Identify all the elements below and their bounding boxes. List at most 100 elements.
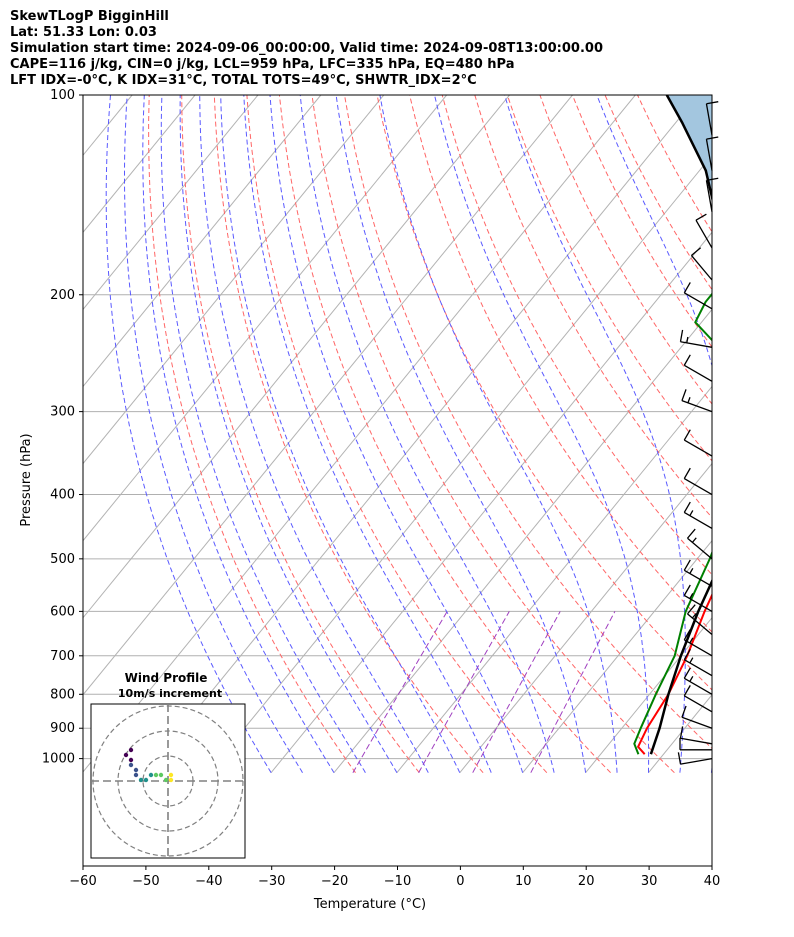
barb-flag <box>681 705 687 718</box>
barb-staff <box>683 477 713 496</box>
wind-barbs <box>677 101 719 765</box>
y-tick-label: 300 <box>50 405 75 420</box>
y-tick-label: 700 <box>50 649 75 664</box>
barb-staff <box>683 677 713 695</box>
moist-adiabat-line <box>199 95 429 773</box>
temperature-profile-line <box>636 592 712 755</box>
hodograph-plot <box>91 704 245 858</box>
barb-half-flag <box>691 537 697 543</box>
barb-staff <box>680 737 713 745</box>
hodograph-title: Wind Profile <box>125 671 208 685</box>
barb-staff <box>695 219 713 249</box>
x-tick-label: −50 <box>132 874 159 889</box>
wind-barb <box>705 136 719 171</box>
barb-staff <box>687 613 713 635</box>
barb-flag <box>686 604 696 615</box>
isotherm-line <box>396 385 712 773</box>
barb-staff <box>683 569 713 587</box>
barb-staff <box>683 695 713 713</box>
isotherm-line <box>333 308 712 773</box>
isotherm-line <box>83 95 259 311</box>
barb-staff <box>705 103 713 136</box>
hodograph-point <box>158 772 164 778</box>
barb-flag <box>683 685 691 697</box>
x-tick-label: −20 <box>321 874 348 889</box>
dry-adiabat-line <box>213 95 484 774</box>
isotherm-line <box>711 771 712 773</box>
isotherm-line <box>522 539 712 773</box>
moist-adiabat-line <box>142 95 335 773</box>
barb-half-flag <box>691 612 697 619</box>
y-tick-label: 1000 <box>42 752 75 767</box>
wind-barb <box>679 737 712 751</box>
isotherm-line <box>83 95 196 234</box>
wind-barb <box>679 726 713 745</box>
wind-barb <box>695 213 713 249</box>
barb-staff <box>683 364 713 382</box>
indices-line-2: LFT IDX=-0°C, K IDX=31°C, TOTAL TOTS=49°… <box>10 73 477 88</box>
x-tick-label: 30 <box>641 874 658 889</box>
mixing-ratio-line <box>530 611 616 773</box>
barb-staff <box>683 639 713 657</box>
wind-barb <box>683 584 713 612</box>
hodograph-point <box>128 747 134 753</box>
hodograph-point <box>163 777 169 783</box>
y-tick-label: 200 <box>50 288 75 303</box>
x-tick-label: 10 <box>515 874 532 889</box>
moist-adiabat-line <box>774 95 794 773</box>
barb-staff <box>683 511 713 530</box>
isotherm-line <box>83 95 573 696</box>
barb-half-flag <box>689 510 694 516</box>
indices-line-1: CAPE=116 j/kg, CIN=0 j/kg, LCL=959 hPa, … <box>10 57 515 72</box>
barb-staff <box>680 757 713 765</box>
isotherm-line <box>144 95 699 773</box>
isotherm-line <box>83 95 385 465</box>
barb-flag <box>683 501 691 513</box>
y-tick-label: 800 <box>50 687 75 702</box>
moist-adiabat-line <box>434 95 650 773</box>
barb-flag <box>706 177 719 181</box>
barb-flag <box>683 667 691 679</box>
barb-staff <box>681 400 713 413</box>
isotherm-line <box>585 616 712 773</box>
chart-header: SkewTLogP BigginHill Lat: 51.33 Lon: 0.0… <box>10 9 603 89</box>
moist-adiabat-line <box>220 95 461 773</box>
barb-staff <box>681 716 713 729</box>
isotherm-line <box>459 462 712 773</box>
wind-barb <box>677 752 713 765</box>
hodograph-inset: Wind Profile 10m/s increment <box>90 671 246 859</box>
wind-barb <box>683 467 713 496</box>
barb-flag <box>706 136 719 140</box>
barb-flag <box>683 429 691 441</box>
hodograph-point <box>148 772 154 778</box>
hodograph-point <box>168 777 174 783</box>
hodograph-point <box>128 757 134 763</box>
barb-flag <box>683 282 691 294</box>
x-tick-label: −60 <box>69 874 96 889</box>
dry-adiabat-line <box>735 95 794 773</box>
dry-adiabat-line <box>278 95 611 774</box>
parcel-profile-line <box>649 95 712 755</box>
barb-staff <box>690 255 713 281</box>
barb-half-flag <box>686 336 689 343</box>
dry-adiabat-line <box>311 95 675 774</box>
barb-staff <box>683 659 713 677</box>
cape-area <box>666 95 712 198</box>
plot-area <box>83 95 794 774</box>
mixing-ratio-line <box>418 611 510 773</box>
wind-barb <box>683 685 713 713</box>
wind-barb <box>690 247 713 281</box>
hodograph-point <box>153 772 159 778</box>
dry-adiabat-line <box>474 95 712 519</box>
isotherm-line <box>83 95 448 542</box>
wind-barb <box>683 282 713 310</box>
isotherm-line <box>774 95 794 773</box>
barb-flag <box>683 467 691 479</box>
barb-flag <box>679 329 684 342</box>
dry-adiabat-line <box>441 95 712 576</box>
wind-barb <box>683 429 713 457</box>
isotherm-line <box>270 231 712 773</box>
isotherm-line <box>207 154 712 773</box>
barb-flag <box>691 247 702 256</box>
